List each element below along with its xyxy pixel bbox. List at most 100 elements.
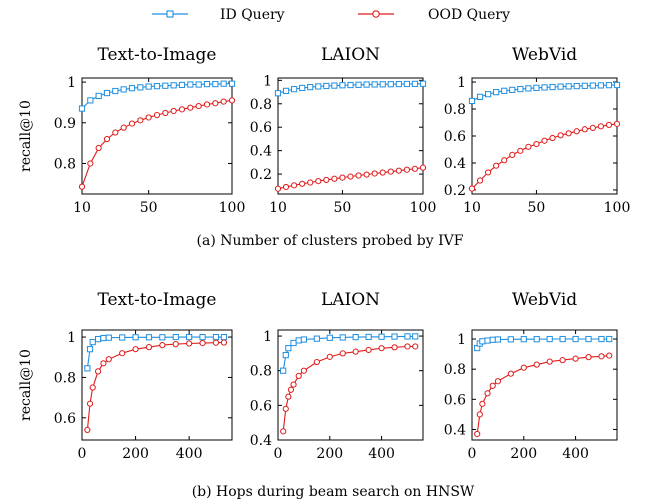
data-point (103, 135, 111, 143)
data-point (89, 384, 96, 391)
data-point (291, 86, 298, 93)
data-point (339, 174, 346, 181)
data-point (105, 334, 112, 341)
data-point (493, 89, 500, 96)
data-point (468, 97, 476, 105)
data-point (585, 335, 592, 343)
data-point (186, 333, 193, 341)
data-point (378, 333, 385, 340)
data-point (412, 343, 419, 350)
y-tick-label: 0.8 (250, 364, 272, 380)
x-tick-label: 400 (176, 446, 203, 462)
data-point (557, 83, 564, 90)
data-point (315, 83, 322, 90)
data-point (212, 100, 219, 107)
data-point (326, 334, 333, 341)
data-point (84, 426, 91, 434)
data-point (187, 104, 194, 111)
data-point (395, 80, 402, 88)
data-point (541, 137, 548, 144)
y-tick-label: 1 (263, 73, 272, 89)
y-tick-label: 0.6 (250, 398, 272, 414)
data-point (363, 171, 370, 178)
data-point (220, 98, 227, 105)
data-point (489, 382, 496, 389)
data-point (112, 129, 119, 136)
data-point (606, 352, 613, 359)
y-tick-label: 0.4 (250, 433, 272, 449)
y-tick-label: 0.4 (250, 144, 272, 160)
data-point (112, 87, 119, 95)
y-tick-label: 0.4 (444, 422, 466, 438)
data-point (559, 335, 566, 343)
data-point (493, 162, 500, 169)
x-tick-label: 100 (410, 200, 437, 216)
data-point (195, 81, 202, 88)
data-point (507, 370, 514, 377)
data-point (549, 134, 556, 142)
y-tick-label: 0.6 (54, 411, 76, 427)
data-point (533, 336, 540, 343)
data-point (145, 114, 152, 121)
data-point (573, 128, 580, 135)
data-point (153, 83, 161, 90)
data-point (339, 334, 346, 341)
data-point (203, 101, 211, 108)
data-point (290, 381, 297, 388)
data-point (87, 160, 94, 167)
chart-panel-5: LAION 0 200 400 0.4 0.6 0.8 1 (250, 290, 424, 462)
legend: ID Query OOD Query (152, 7, 510, 23)
data-point (476, 93, 484, 100)
data-point (313, 358, 320, 366)
data-point (323, 176, 330, 184)
data-point (489, 336, 496, 343)
data-point (119, 350, 126, 357)
x-tick-label: 100 (219, 200, 246, 216)
data-point (162, 82, 169, 89)
data-point (509, 86, 516, 93)
data-point (119, 334, 126, 341)
y-axis-label: recall@10 (18, 349, 34, 421)
data-point (203, 81, 211, 88)
data-point (533, 140, 540, 148)
data-point (533, 361, 540, 368)
y-tick-label: 1 (457, 75, 466, 91)
data-point (494, 378, 501, 385)
data-point (581, 82, 588, 89)
data-point (287, 386, 295, 393)
data-point (132, 346, 139, 353)
chart-panel-4: Text-to-Image 0 200 400 0.6 0.8 1 recall@10 (18, 290, 233, 462)
data-point (573, 82, 580, 90)
data-point (598, 353, 605, 360)
data-point (339, 350, 346, 357)
data-point (84, 365, 91, 372)
data-point (474, 430, 481, 438)
y-tick-label: 0.6 (444, 129, 466, 145)
data-point (120, 86, 127, 93)
data-point (313, 335, 320, 342)
caption-b: (b) Hops during beam search on HNSW (192, 484, 475, 500)
data-point (507, 336, 514, 343)
data-point (228, 80, 236, 87)
data-point (479, 338, 486, 345)
data-point (128, 85, 136, 92)
data-point (605, 82, 613, 89)
data-point (485, 169, 492, 176)
data-point (501, 87, 508, 94)
data-point (404, 333, 411, 340)
chart-panel-6: WebVid 0 200 400 0.4 0.6 0.8 1 (444, 290, 618, 462)
data-point (517, 85, 524, 93)
y-tick-label: 0.2 (444, 183, 466, 199)
x-tick-label: 100 (604, 200, 631, 216)
data-point (606, 335, 613, 343)
data-point (100, 334, 107, 342)
series-ood-query (84, 339, 228, 434)
y-tick-label: 0.2 (250, 167, 272, 183)
data-point (411, 165, 419, 172)
data-point (581, 126, 588, 133)
series-ood-query (468, 120, 621, 192)
data-point (178, 106, 186, 113)
data-point (605, 121, 613, 129)
chart-title: Text-to-Image (98, 290, 217, 310)
